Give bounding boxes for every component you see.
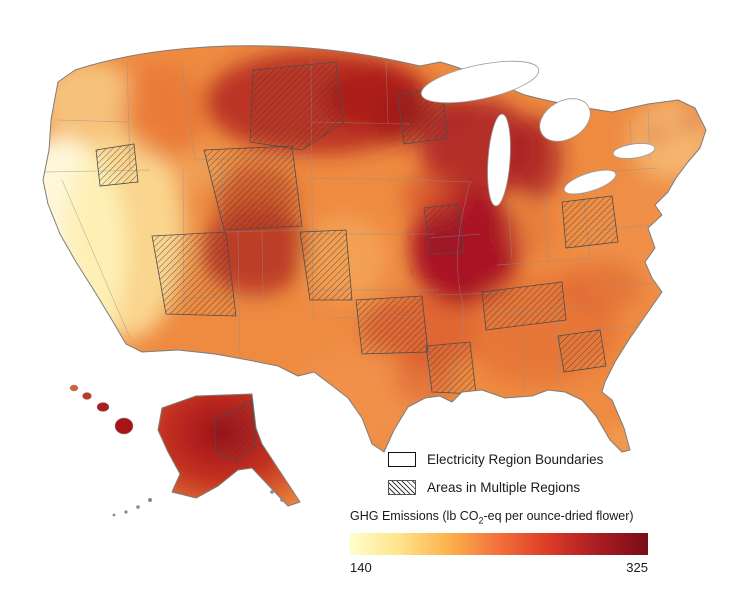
alaska-hatched-area <box>213 399 257 463</box>
colorbar-min-label: 140 <box>350 559 372 575</box>
lake-huron <box>539 98 591 142</box>
colorbar-title-suffix: -eq per ounce-dried flower) <box>483 509 634 523</box>
hawaii-island-maui <box>96 402 110 412</box>
colorbar-gradient <box>350 532 648 555</box>
continental-us <box>43 45 706 452</box>
legend-row-boundaries: Electricity Region Boundaries <box>388 452 603 467</box>
lake-ontario <box>612 143 656 159</box>
colorbar-title: GHG Emissions (lb CO2-eq per ounce-dried… <box>350 509 650 526</box>
alaska-inset <box>112 393 301 517</box>
legend-row-multiple-regions: Areas in Multiple Regions <box>388 480 603 495</box>
hawaii-island-kauai <box>69 384 79 392</box>
multiple-regions-label: Areas in Multiple Regions <box>427 480 581 495</box>
great-lakes <box>420 60 656 207</box>
hawaii-island-oahu <box>82 392 92 400</box>
map-legend: Electricity Region Boundaries Areas in M… <box>388 452 603 495</box>
lake-michigan <box>487 113 511 207</box>
colorbar-labels: 140 325 <box>350 560 648 575</box>
lake-erie <box>563 169 617 195</box>
colorbar-max-label: 325 <box>626 559 648 575</box>
region-boundary-swatch-icon <box>388 452 416 467</box>
aleutian-islands <box>112 490 284 517</box>
region-boundary-label: Electricity Region Boundaries <box>427 452 604 467</box>
hatch-swatch-icon <box>388 480 416 495</box>
us-outline <box>42 45 707 453</box>
colorbar: GHG Emissions (lb CO2-eq per ounce-dried… <box>350 509 650 575</box>
hawaii-inset <box>69 384 134 435</box>
hawaii-island-hawaii <box>114 417 134 435</box>
colorbar-title-prefix: GHG Emissions (lb CO <box>350 509 479 523</box>
lake-superior <box>420 60 540 104</box>
colorbar-title-sub: 2 <box>478 515 484 526</box>
multi-region-hatched-areas <box>95 61 619 395</box>
